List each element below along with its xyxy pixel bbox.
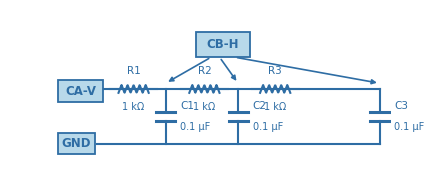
FancyBboxPatch shape: [58, 81, 103, 102]
Text: 1 kΩ: 1 kΩ: [193, 102, 215, 112]
Text: GND: GND: [61, 137, 91, 150]
Text: 0.1 μF: 0.1 μF: [393, 122, 424, 132]
Text: CA-V: CA-V: [65, 85, 96, 98]
Text: C1: C1: [180, 101, 194, 111]
Text: 0.1 μF: 0.1 μF: [252, 122, 282, 132]
FancyBboxPatch shape: [58, 132, 95, 154]
FancyBboxPatch shape: [195, 32, 249, 57]
Text: 1 kΩ: 1 kΩ: [263, 102, 286, 112]
Text: R2: R2: [197, 66, 211, 76]
Text: C3: C3: [393, 101, 407, 111]
Text: 1 kΩ: 1 kΩ: [122, 102, 145, 112]
Text: 0.1 μF: 0.1 μF: [180, 122, 210, 132]
Text: CB-H: CB-H: [206, 38, 239, 51]
Text: R3: R3: [268, 66, 281, 76]
Text: C2: C2: [252, 101, 266, 111]
Text: R1: R1: [126, 66, 140, 76]
